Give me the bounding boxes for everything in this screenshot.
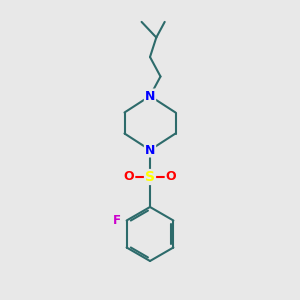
Text: N: N: [145, 89, 155, 103]
Text: O: O: [124, 170, 134, 184]
Text: N: N: [145, 143, 155, 157]
Text: O: O: [166, 170, 176, 184]
Text: S: S: [145, 170, 155, 184]
Text: F: F: [113, 214, 121, 227]
